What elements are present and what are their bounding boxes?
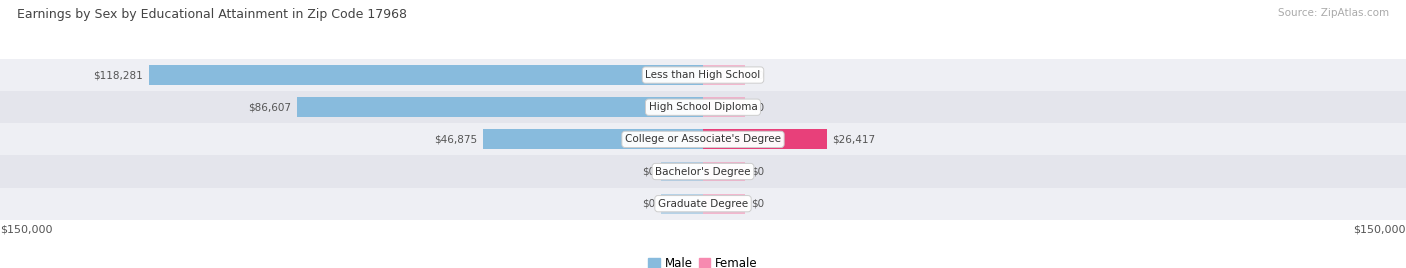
Bar: [661, 162, 703, 181]
Bar: [0, 59, 1406, 91]
Text: Bachelor's Degree: Bachelor's Degree: [655, 166, 751, 177]
Bar: [661, 194, 703, 214]
Text: $86,607: $86,607: [249, 102, 291, 112]
Text: $150,000: $150,000: [1354, 225, 1406, 234]
Text: $0: $0: [751, 166, 763, 177]
Text: High School Diploma: High School Diploma: [648, 102, 758, 112]
Bar: [703, 129, 827, 149]
Text: $26,417: $26,417: [832, 134, 876, 144]
Bar: [0, 155, 1406, 188]
Text: Graduate Degree: Graduate Degree: [658, 199, 748, 209]
Text: Less than High School: Less than High School: [645, 70, 761, 80]
Text: $0: $0: [643, 166, 655, 177]
Text: $46,875: $46,875: [434, 134, 478, 144]
Text: $0: $0: [643, 199, 655, 209]
Bar: [484, 129, 703, 149]
Text: College or Associate's Degree: College or Associate's Degree: [626, 134, 780, 144]
Bar: [0, 91, 1406, 123]
Text: $0: $0: [751, 199, 763, 209]
Text: Source: ZipAtlas.com: Source: ZipAtlas.com: [1278, 8, 1389, 18]
Bar: [297, 97, 703, 117]
Bar: [703, 162, 745, 181]
Bar: [149, 65, 703, 85]
Bar: [703, 194, 745, 214]
Text: $0: $0: [751, 102, 763, 112]
Bar: [703, 97, 745, 117]
Bar: [0, 123, 1406, 155]
Legend: Male, Female: Male, Female: [644, 252, 762, 268]
Text: $118,281: $118,281: [93, 70, 143, 80]
Bar: [703, 65, 745, 85]
Bar: [0, 188, 1406, 220]
Text: $0: $0: [751, 70, 763, 80]
Text: Earnings by Sex by Educational Attainment in Zip Code 17968: Earnings by Sex by Educational Attainmen…: [17, 8, 406, 21]
Text: $150,000: $150,000: [0, 225, 52, 234]
